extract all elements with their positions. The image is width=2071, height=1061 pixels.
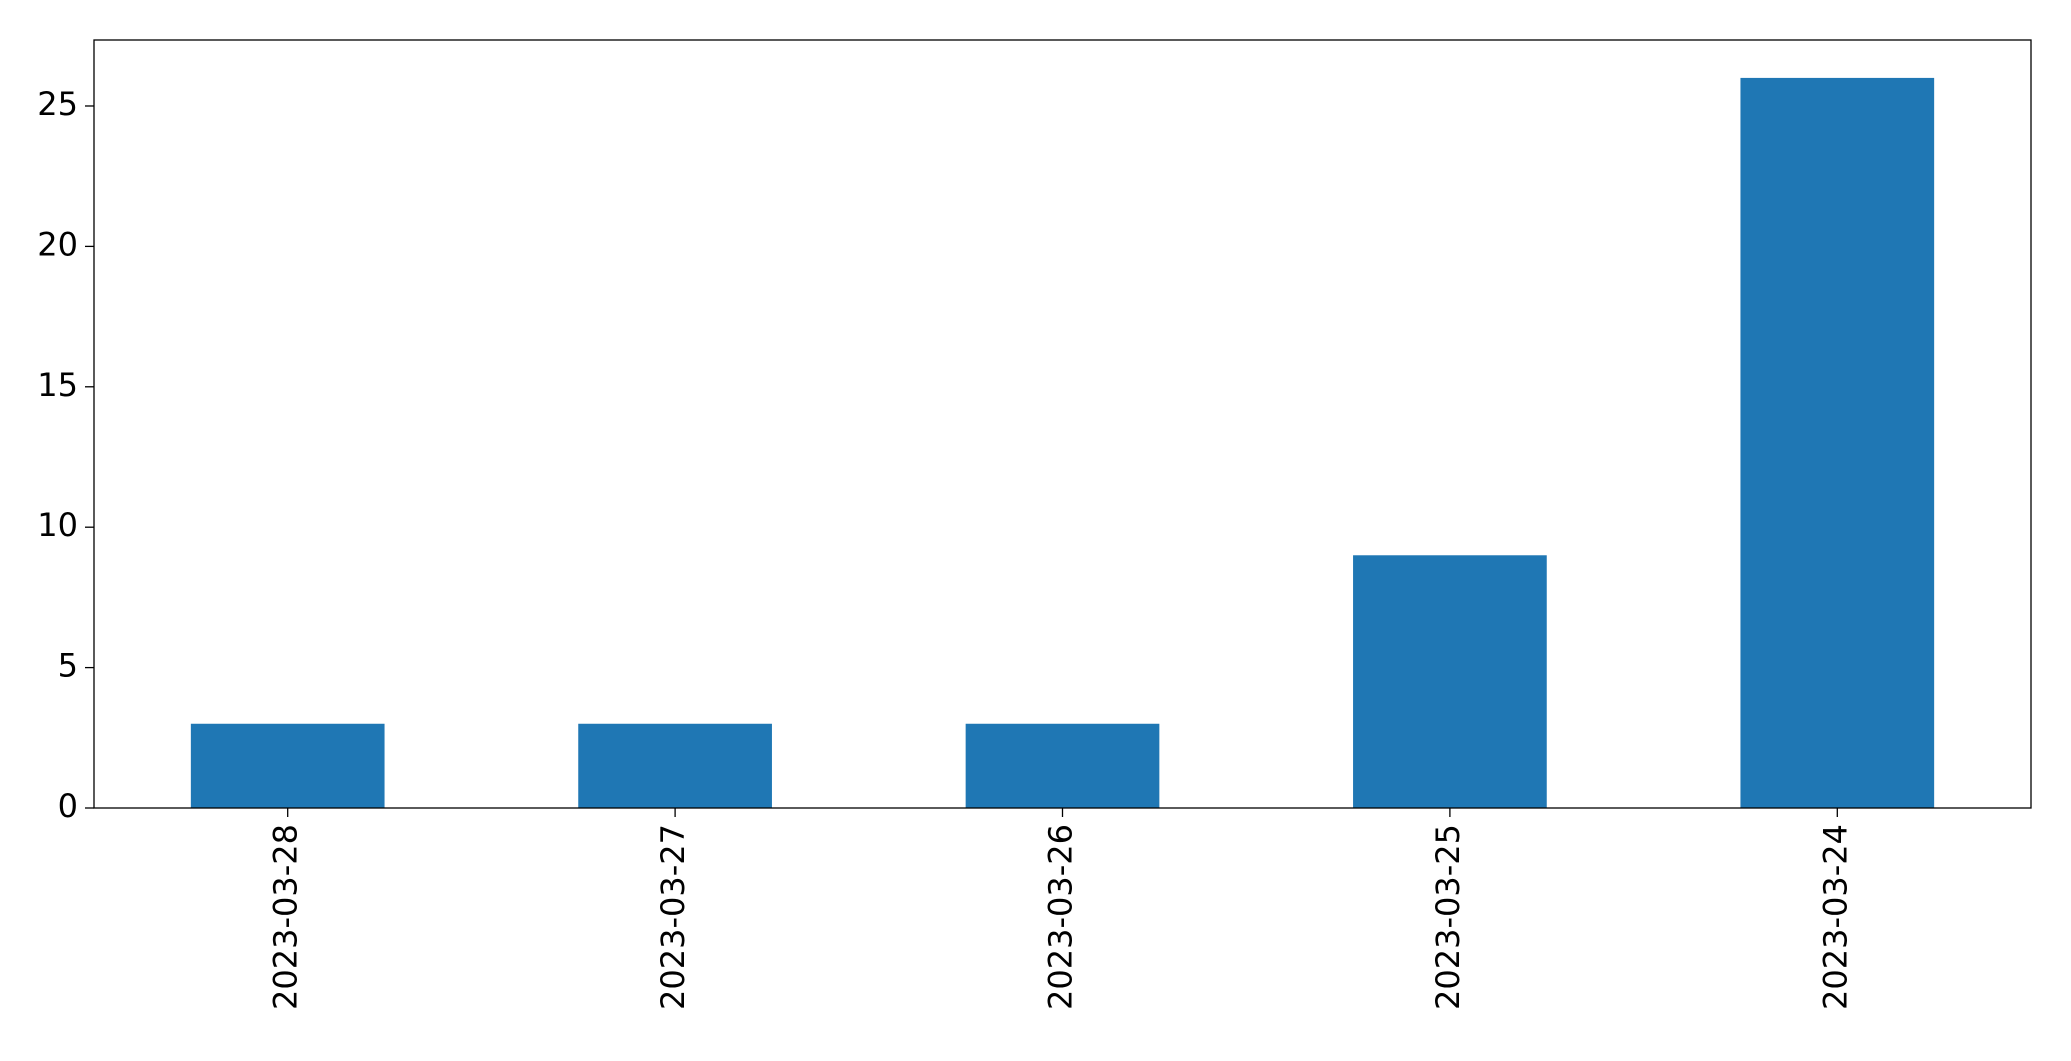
bar [578, 723, 772, 808]
bar [190, 723, 385, 808]
y-tick-label: 15 [37, 366, 78, 404]
y-tick-label: 10 [37, 506, 78, 544]
x-tick-label: 2023-03-27 [654, 824, 692, 1010]
bar [965, 723, 1160, 808]
y-tick-label: 20 [37, 225, 78, 263]
bar [1740, 77, 1935, 809]
y-tick-label: 5 [58, 647, 78, 685]
x-tick-label: 2023-03-26 [1042, 824, 1080, 1010]
plot-frame [93, 39, 2032, 809]
x-tick-label: 2023-03-28 [267, 824, 305, 1010]
bar [1353, 555, 1547, 808]
x-tick-label: 2023-03-25 [1429, 824, 1467, 1010]
x-tick-label: 2023-03-24 [1816, 824, 1854, 1010]
y-tick-label: 0 [58, 787, 78, 825]
y-tick-label: 25 [37, 85, 78, 123]
